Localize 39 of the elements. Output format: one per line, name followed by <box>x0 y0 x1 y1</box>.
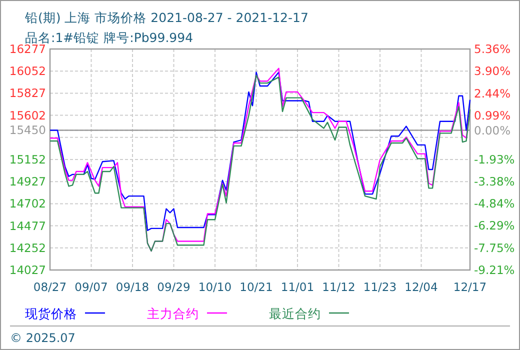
y-tick-label: 14927 <box>9 174 46 189</box>
y2-tick-label: -7.75% <box>474 240 515 255</box>
y2-tick-label: -4.84% <box>474 196 515 211</box>
x-tick-label: 12/17 <box>453 280 487 294</box>
y-tick-label: 15152 <box>9 152 46 166</box>
x-tick-label: 10/10 <box>198 280 232 294</box>
y2-tick-label: 5.36% <box>474 42 511 56</box>
y2-tick-label: -9.21% <box>474 263 515 277</box>
y-tick-label: 15827 <box>9 86 46 100</box>
chart-subtitle: 品名:1#铅锭 牌号:Pb99.994 <box>25 30 194 45</box>
legend-label: 主力合约 <box>147 306 199 321</box>
y2-tick-label: -1.93% <box>474 152 515 167</box>
x-tick-label: 10/21 <box>240 280 273 294</box>
y-tick-label: 16277 <box>9 42 46 56</box>
legend-label: 最近合约 <box>269 306 321 321</box>
y2-tick-label: 0.00% <box>474 123 511 138</box>
text: © 2025.07 <box>10 331 76 345</box>
x-tick-label: 11/01 <box>280 280 314 294</box>
y-tick-label: 15602 <box>9 108 46 122</box>
x-tick-label: 11/12 <box>322 280 356 294</box>
y2-tick-label: 3.90% <box>474 64 511 78</box>
legend-label: 现货价格 <box>25 306 77 321</box>
x-tick-label: 09/18 <box>116 280 150 294</box>
x-tick-label: 11/23 <box>363 280 397 294</box>
y-tick-label: 16052 <box>9 64 46 78</box>
y2-tick-label: -3.38% <box>474 174 515 189</box>
y-tick-label: 14027 <box>9 263 46 277</box>
y2-tick-label: -6.29% <box>474 218 515 233</box>
y-tick-label: 15450 <box>9 123 46 138</box>
x-tick-label: 08/27 <box>33 280 67 294</box>
y-tick-label: 14252 <box>9 240 46 255</box>
y-tick-label: 14702 <box>9 196 46 211</box>
chart-title: 铅(期) 上海 市场价格 2021-08-27 - 2021-12-17 <box>24 10 308 25</box>
y-tick-label: 14477 <box>9 218 46 233</box>
x-tick-label: 09/29 <box>157 280 190 294</box>
x-tick-label: 12/04 <box>404 280 438 294</box>
y2-tick-label: 0.99% <box>474 108 511 122</box>
y2-tick-label: 2.44% <box>474 86 511 100</box>
x-tick-label: 09/07 <box>74 280 108 294</box>
